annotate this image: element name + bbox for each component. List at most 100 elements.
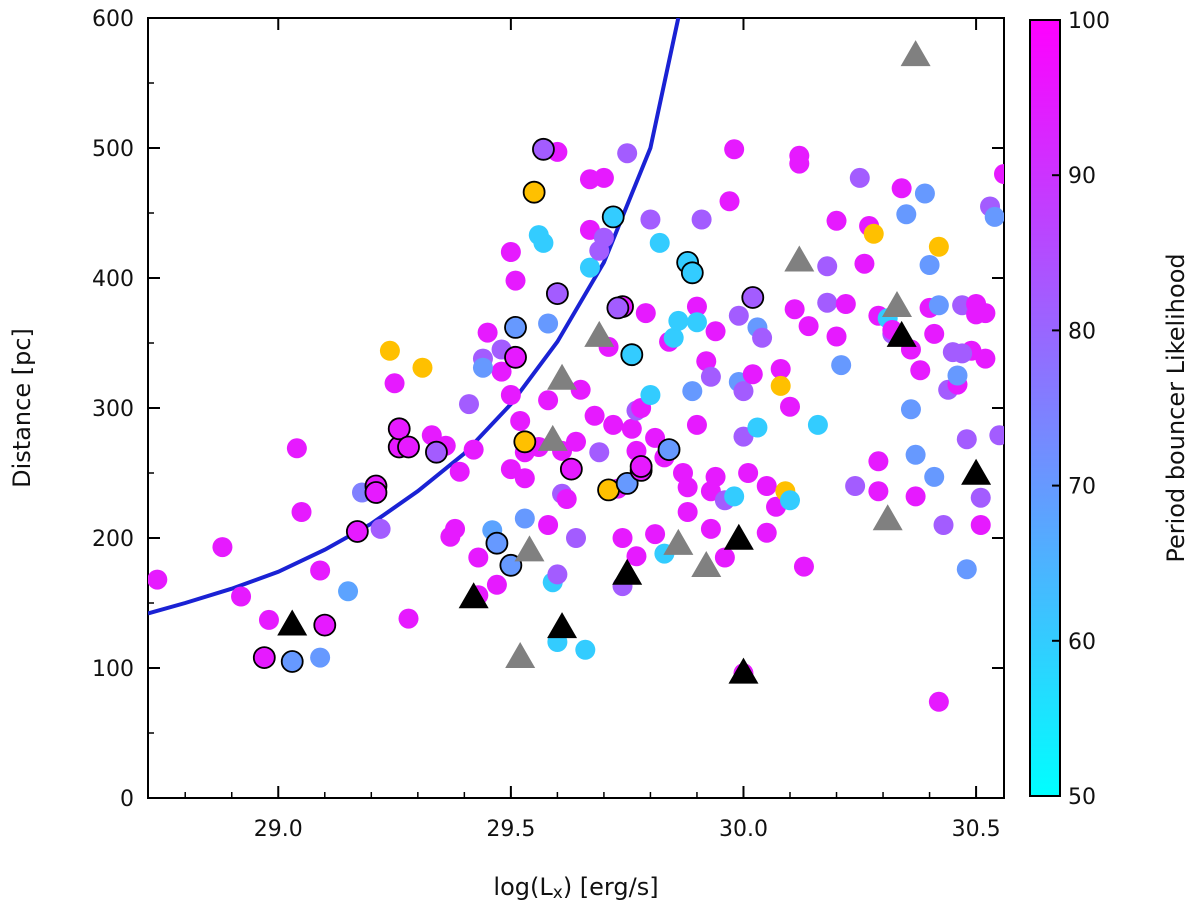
- data-point: [984, 206, 1004, 227]
- colorbar-tick-label: 80: [1068, 319, 1096, 344]
- data-point: [379, 340, 400, 361]
- x-tick-label: 30.0: [719, 817, 768, 842]
- plot-area: [147, 17, 1005, 799]
- data-point-outlined: [629, 455, 653, 478]
- data-point-outlined: [615, 471, 639, 495]
- y-tick-label: 500: [92, 137, 134, 162]
- colorbar-tick-label: 100: [1068, 9, 1110, 34]
- y-tick-label: 400: [92, 267, 134, 292]
- data-point: [570, 379, 591, 400]
- data-point: [463, 439, 484, 460]
- data-point: [947, 365, 968, 386]
- data-point-outlined: [504, 315, 527, 339]
- data-markers: [148, 40, 1004, 712]
- data-point: [807, 414, 828, 435]
- data-point: [728, 305, 749, 326]
- data-point: [891, 178, 912, 199]
- data-point: [868, 451, 889, 472]
- data-point: [905, 486, 926, 507]
- data-point-outlined: [601, 205, 625, 229]
- y-tick-label: 600: [92, 7, 134, 32]
- data-point: [770, 359, 791, 379]
- data-point: [719, 191, 740, 212]
- data-point: [956, 559, 977, 580]
- data-point: [928, 295, 949, 316]
- data-point: [468, 547, 489, 568]
- data-triangle-grey: [547, 363, 578, 390]
- data-point: [566, 528, 586, 548]
- data-point: [593, 167, 614, 188]
- data-point: [919, 255, 940, 275]
- y-axis: 0 100 200 300 400 500 600: [92, 7, 1004, 812]
- data-point: [970, 487, 991, 508]
- data-point-outlined: [606, 296, 630, 320]
- data-point: [770, 375, 791, 396]
- data-point: [486, 574, 507, 595]
- data-point: [686, 312, 707, 333]
- data-point: [905, 444, 926, 465]
- data-point: [747, 417, 768, 438]
- data-point: [370, 518, 391, 539]
- x-tick-label: 30.5: [952, 817, 1001, 842]
- data-point: [798, 316, 819, 337]
- data-point: [617, 143, 638, 164]
- data-triangle-grey: [584, 320, 615, 347]
- data-point: [928, 236, 949, 257]
- x-tick-label: 29.0: [254, 817, 303, 842]
- colorbar-tick-label: 50: [1068, 785, 1096, 810]
- data-point: [975, 303, 996, 324]
- data-triangle-grey: [514, 535, 545, 562]
- data-point: [817, 292, 838, 313]
- data-point-outlined: [513, 430, 537, 454]
- data-point-outlined: [425, 440, 448, 464]
- data-point: [510, 411, 531, 431]
- data-point: [724, 486, 745, 507]
- data-triangle-black: [728, 657, 759, 684]
- data-point: [412, 357, 433, 378]
- data-point: [956, 429, 977, 450]
- data-triangle-grey: [882, 291, 912, 317]
- data-point: [575, 639, 596, 660]
- data-point: [500, 242, 521, 262]
- data-point: [589, 442, 610, 463]
- data-point-outlined: [620, 343, 644, 367]
- data-point: [831, 355, 852, 376]
- data-point: [724, 139, 745, 160]
- data-point-outlined: [345, 520, 369, 543]
- data-point: [500, 385, 521, 405]
- data-point: [789, 145, 810, 166]
- data-triangle-grey: [505, 642, 536, 668]
- data-point: [784, 299, 805, 320]
- colorbar-tick-label: 70: [1068, 475, 1096, 500]
- data-point: [612, 528, 633, 548]
- data-point: [603, 414, 624, 435]
- data-point-outlined: [559, 457, 583, 481]
- data-point: [593, 227, 614, 248]
- x-axis: 29.0 29.5 30.0 30.5: [184, 18, 1001, 842]
- data-point: [924, 466, 945, 487]
- data-point: [989, 425, 1004, 446]
- data-point: [845, 476, 866, 496]
- data-point: [677, 477, 698, 498]
- data-point: [635, 303, 656, 324]
- y-tick-label: 300: [92, 397, 134, 422]
- data-triangle-grey: [784, 245, 815, 272]
- colorbar: [1029, 19, 1061, 797]
- data-point: [440, 526, 461, 547]
- data-triangle-black: [277, 609, 308, 636]
- data-point: [491, 361, 512, 382]
- data-point: [663, 327, 684, 348]
- data-triangle-black: [723, 523, 754, 550]
- data-point: [826, 210, 847, 231]
- data-point: [970, 515, 991, 535]
- data-point: [231, 586, 252, 607]
- data-point: [756, 522, 777, 543]
- data-point: [291, 502, 312, 522]
- data-point: [928, 691, 949, 712]
- data-point-outlined: [504, 345, 527, 369]
- data-point: [738, 463, 759, 483]
- data-triangle-grey: [537, 424, 568, 451]
- detection-limit-curve: [148, 18, 681, 616]
- data-point: [584, 405, 605, 426]
- data-point: [756, 476, 777, 496]
